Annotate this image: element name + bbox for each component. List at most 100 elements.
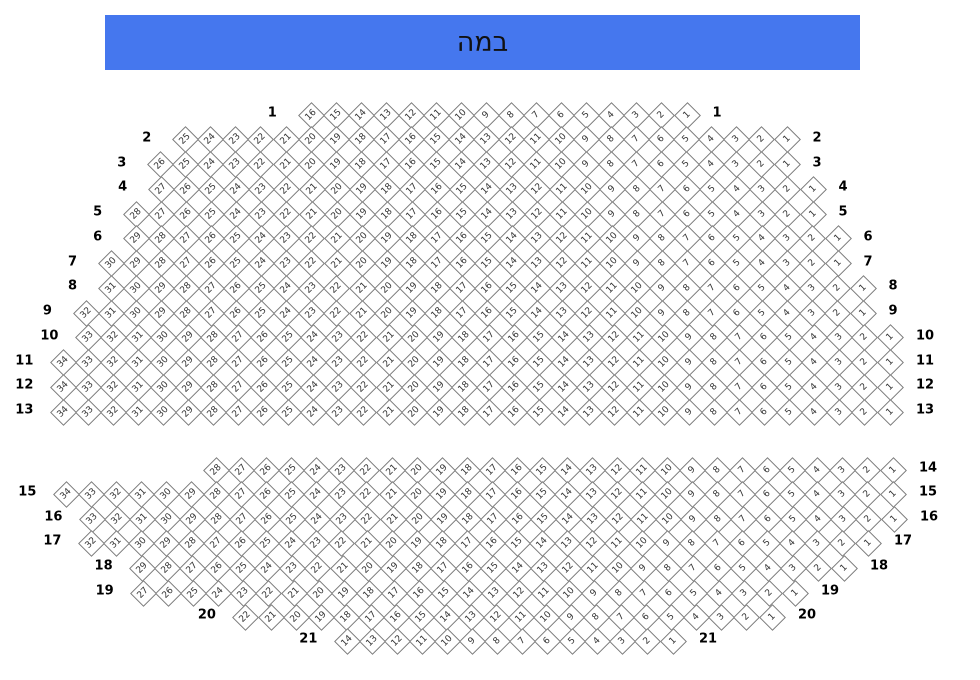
seat[interactable]: 15 bbox=[529, 505, 557, 533]
seat[interactable]: 16 bbox=[397, 151, 425, 178]
seat[interactable]: 17 bbox=[380, 579, 408, 607]
seat[interactable]: 8 bbox=[701, 349, 729, 376]
seat[interactable]: 2 bbox=[824, 299, 852, 327]
seat[interactable]: 15 bbox=[322, 101, 350, 129]
seat[interactable]: 19 bbox=[322, 126, 350, 154]
seat[interactable]: 12 bbox=[601, 349, 628, 376]
seat[interactable]: 5 bbox=[559, 627, 587, 655]
seat[interactable]: 10 bbox=[533, 603, 560, 631]
seat[interactable]: 4 bbox=[683, 603, 711, 631]
seat[interactable]: 21 bbox=[348, 299, 376, 327]
seat[interactable]: 25 bbox=[278, 456, 306, 484]
seat[interactable]: 26 bbox=[250, 349, 278, 376]
seat[interactable]: 14 bbox=[333, 627, 361, 655]
seat[interactable]: 27 bbox=[198, 274, 226, 302]
seat[interactable]: 20 bbox=[354, 554, 382, 582]
seat[interactable]: 32 bbox=[100, 398, 127, 426]
seat[interactable]: 4 bbox=[779, 529, 807, 557]
seat[interactable]: 10 bbox=[548, 126, 575, 154]
seat[interactable]: 19 bbox=[398, 274, 426, 302]
seat[interactable]: 5 bbox=[776, 373, 804, 401]
seat[interactable]: 28 bbox=[200, 398, 228, 426]
seat[interactable]: 14 bbox=[473, 200, 501, 228]
seat[interactable]: 15 bbox=[525, 398, 553, 426]
seat[interactable]: 28 bbox=[203, 456, 231, 484]
seat[interactable]: 30 bbox=[98, 250, 125, 277]
seat[interactable]: 13 bbox=[472, 151, 500, 178]
seat[interactable]: 15 bbox=[479, 554, 507, 582]
seat[interactable]: 7 bbox=[674, 250, 702, 277]
seat[interactable]: 9 bbox=[630, 554, 658, 582]
seat[interactable]: 32 bbox=[103, 480, 130, 508]
seat[interactable]: 10 bbox=[624, 299, 651, 327]
seat[interactable]: 19 bbox=[425, 324, 453, 352]
seat[interactable]: 29 bbox=[153, 529, 181, 557]
seat[interactable]: 5 bbox=[776, 349, 804, 376]
seat[interactable]: 5 bbox=[780, 505, 808, 533]
seat[interactable]: 28 bbox=[148, 250, 176, 277]
seat[interactable]: 3 bbox=[723, 151, 751, 178]
seat[interactable]: 4 bbox=[706, 579, 734, 607]
seat[interactable]: 9 bbox=[676, 349, 704, 376]
seat[interactable]: 26 bbox=[173, 200, 201, 228]
seat[interactable]: 18 bbox=[450, 398, 478, 426]
seat[interactable]: 11 bbox=[604, 529, 631, 557]
seat[interactable]: 17 bbox=[423, 225, 451, 253]
seat[interactable]: 7 bbox=[704, 529, 732, 557]
seat[interactable]: 12 bbox=[384, 627, 411, 655]
seat[interactable]: 21 bbox=[298, 175, 326, 203]
seat[interactable]: 30 bbox=[150, 349, 177, 376]
seat[interactable]: 2 bbox=[851, 349, 879, 376]
seat[interactable]: 8 bbox=[701, 373, 729, 401]
seat[interactable]: 6 bbox=[705, 554, 733, 582]
seat[interactable]: 20 bbox=[400, 373, 428, 401]
seat[interactable]: 27 bbox=[203, 529, 231, 557]
seat[interactable]: 9 bbox=[624, 225, 652, 253]
seat[interactable]: 6 bbox=[724, 299, 752, 327]
seat[interactable]: 14 bbox=[498, 225, 526, 253]
seat[interactable]: 10 bbox=[548, 151, 575, 178]
seat[interactable]: 18 bbox=[373, 175, 401, 203]
seat[interactable]: 2 bbox=[854, 480, 882, 508]
seat[interactable]: 12 bbox=[574, 299, 601, 327]
seat[interactable]: 23 bbox=[230, 579, 258, 607]
seat[interactable]: 6 bbox=[724, 274, 752, 302]
seat[interactable]: 5 bbox=[749, 299, 777, 327]
seat[interactable]: 1 bbox=[880, 505, 908, 533]
seat[interactable]: 19 bbox=[428, 480, 456, 508]
seat[interactable]: 30 bbox=[123, 274, 150, 302]
seat[interactable]: 18 bbox=[373, 200, 401, 228]
seat[interactable]: 22 bbox=[350, 349, 378, 376]
seat[interactable]: 6 bbox=[674, 175, 702, 203]
seat[interactable]: 25 bbox=[172, 151, 200, 178]
seat[interactable]: 24 bbox=[223, 175, 251, 203]
seat[interactable]: 22 bbox=[353, 456, 381, 484]
seat[interactable]: 16 bbox=[405, 579, 433, 607]
seat[interactable]: 25 bbox=[223, 225, 251, 253]
seat[interactable]: 19 bbox=[379, 554, 407, 582]
seat[interactable]: 21 bbox=[375, 398, 403, 426]
seat[interactable]: 5 bbox=[779, 456, 807, 484]
seat[interactable]: 4 bbox=[724, 200, 752, 228]
seat[interactable]: 21 bbox=[329, 554, 357, 582]
seat[interactable]: 24 bbox=[304, 505, 332, 533]
seat[interactable]: 17 bbox=[479, 505, 507, 533]
seat[interactable]: 31 bbox=[125, 324, 152, 352]
seat[interactable]: 3 bbox=[723, 126, 751, 154]
seat[interactable]: 2 bbox=[824, 274, 852, 302]
seat[interactable]: 30 bbox=[150, 373, 177, 401]
seat[interactable]: 25 bbox=[275, 373, 303, 401]
seat[interactable]: 19 bbox=[348, 175, 376, 203]
seat[interactable]: 1 bbox=[854, 529, 882, 557]
seat[interactable]: 10 bbox=[434, 627, 461, 655]
seat[interactable]: 27 bbox=[229, 505, 257, 533]
seat[interactable]: 33 bbox=[78, 505, 106, 533]
seat[interactable]: 14 bbox=[347, 101, 375, 129]
seat[interactable]: 8 bbox=[598, 151, 626, 178]
seat[interactable]: 10 bbox=[599, 250, 626, 277]
seat[interactable]: 13 bbox=[575, 373, 603, 401]
seat[interactable]: 25 bbox=[198, 175, 226, 203]
seat[interactable]: 20 bbox=[348, 225, 376, 253]
seat[interactable]: 11 bbox=[626, 373, 653, 401]
seat[interactable]: 10 bbox=[574, 175, 601, 203]
